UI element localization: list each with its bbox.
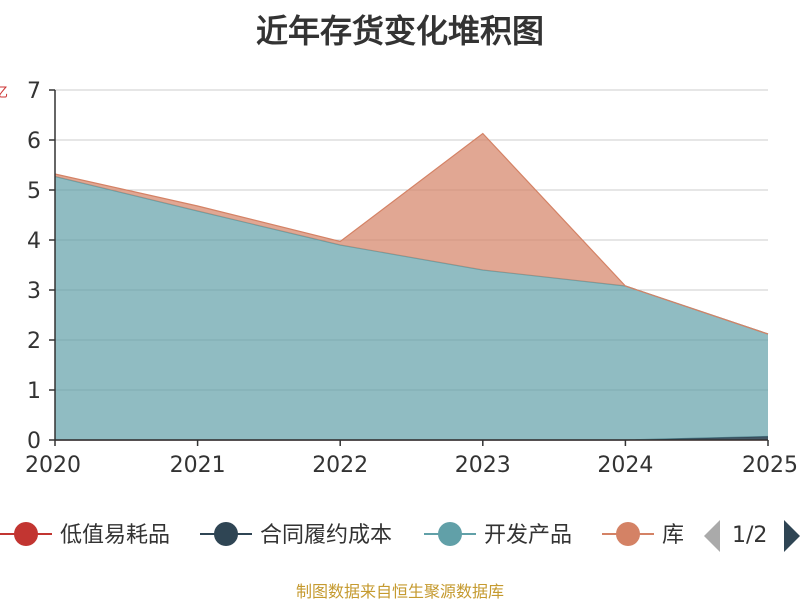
legend-marker <box>14 522 38 546</box>
x-tick-label: 2021 <box>170 453 226 478</box>
x-tick-label: 2025 <box>742 453 798 478</box>
y-tick-label: 3 <box>27 279 41 304</box>
y-tick-label: 4 <box>27 229 41 254</box>
x-tick-label: 2022 <box>312 453 368 478</box>
legend-item-1[interactable]: 合同履约成本 <box>200 522 392 548</box>
legend-item-0[interactable]: 低值易耗品 <box>0 522 170 548</box>
y-tick-label: 6 <box>27 129 41 154</box>
legend-prev-page-icon[interactable] <box>704 520 720 552</box>
y-tick-label: 5 <box>27 179 41 204</box>
chart-title: 近年存货变化堆积图 <box>255 12 544 50</box>
legend-item-3[interactable]: 库 <box>602 522 684 548</box>
legend-label: 低值易耗品 <box>60 523 170 548</box>
area-series-3 <box>55 133 768 334</box>
legend-marker <box>214 522 238 546</box>
legend-label: 合同履约成本 <box>260 523 392 548</box>
y-axis-label: 亿 <box>0 85 8 101</box>
data-source-note: 制图数据来自恒生聚源数据库 <box>295 582 504 601</box>
x-tick-label: 2024 <box>597 453 653 478</box>
area-series-2 <box>55 176 768 440</box>
legend-marker <box>438 522 462 546</box>
area-series-group <box>54 132 769 441</box>
legend-page-indicator: 1/2 <box>732 523 767 548</box>
area-series-line-3 <box>54 132 769 335</box>
x-tick-label: 2020 <box>25 453 81 478</box>
legend-next-page-icon[interactable] <box>784 520 800 552</box>
legend-label: 库 <box>662 523 684 548</box>
legend-label: 开发产品 <box>484 523 572 548</box>
legend-marker <box>616 522 640 546</box>
y-tick-label: 1 <box>27 379 41 404</box>
y-tick-label: 2 <box>27 329 41 354</box>
y-tick-label: 0 <box>27 429 41 454</box>
legend-item-2[interactable]: 开发产品 <box>424 522 572 548</box>
y-tick-label: 7 <box>27 79 41 104</box>
axes-group: 0 1 2 3 4 5 6 7 2020 2021 2022 2023 2024 2025 <box>25 79 798 478</box>
x-tick-label: 2023 <box>455 453 511 478</box>
legend: 低值易耗品 合同履约成本 开发产品 库 1/2 <box>0 520 800 552</box>
